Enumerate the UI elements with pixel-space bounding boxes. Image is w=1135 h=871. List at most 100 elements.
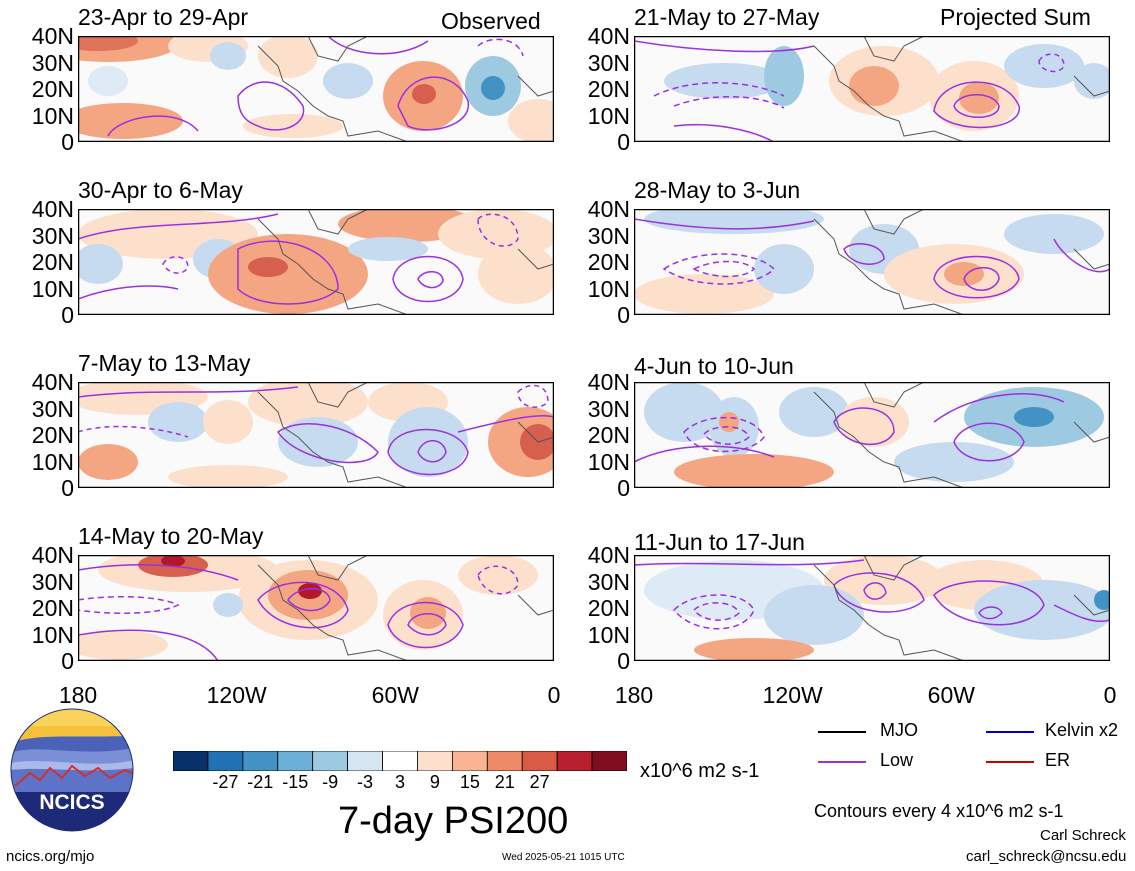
lat-label: 40N [31, 369, 74, 395]
colorbar-swatch [242, 751, 279, 771]
contour-note: Contours every 4 x10^6 m2 s-1 [814, 801, 1064, 821]
map-panel-6 [634, 382, 1110, 488]
panel-title: 23-Apr to 29-Apr [78, 4, 249, 30]
lat-label: 10N [31, 621, 74, 648]
colorbar-tick-label: 27 [529, 772, 550, 792]
panel-title: 7-May to 13-May [78, 350, 251, 376]
colorbar-swatch [382, 751, 418, 771]
lat-label: 20N [587, 249, 630, 275]
map-panel-7 [78, 555, 554, 661]
colorbar-swatch [207, 751, 244, 771]
panel-title: 21-May to 27-May [634, 4, 820, 30]
lat-label: 40N [587, 23, 630, 49]
lat-label: 40N [587, 542, 630, 568]
lon-label: 0 [1103, 682, 1117, 708]
colorbar-swatch [312, 751, 349, 771]
colorbar-tick-label: -3 [357, 772, 374, 792]
panel-title: 28-May to 3-Jun [634, 177, 801, 203]
panel-note-observed: Observed [441, 8, 541, 34]
lat-label: 40N [587, 196, 630, 222]
legend-label-mjo: MJO [880, 720, 918, 740]
legend-line-mjo [818, 731, 866, 733]
map-panel-8 [634, 555, 1110, 661]
lon-label: 120W [206, 682, 267, 708]
map-panel-3 [78, 209, 554, 315]
ncics-logo: NCICS [10, 708, 134, 832]
legend-label-kelvin: Kelvin x2 [1045, 720, 1119, 740]
lat-label: 40N [31, 542, 74, 568]
colorbar-swatch [486, 751, 523, 771]
lat-label: 0 [617, 475, 630, 501]
lat-label: 40N [587, 369, 630, 395]
lat-label: 0 [617, 648, 630, 674]
colorbar-tick-label: -27 [212, 772, 239, 792]
legend-label-er: ER [1045, 750, 1071, 770]
lat-label: 20N [587, 422, 630, 448]
lon-label: 180 [58, 682, 98, 708]
legend-line-kelvin [986, 731, 1034, 733]
lat-label: 30N [31, 49, 74, 76]
author-email: carl_schreck@ncsu.edu [966, 848, 1127, 865]
lon-label: 120W [762, 682, 823, 708]
lat-label: 20N [587, 76, 630, 102]
lat-label: 20N [31, 76, 74, 102]
lat-label: 0 [617, 129, 630, 155]
colorbar-swatch [277, 751, 314, 771]
lat-label: 0 [61, 475, 74, 501]
lat-label: 30N [31, 222, 74, 249]
lat-label: 20N [31, 595, 74, 621]
colorbar-swatch [347, 751, 383, 771]
lat-label: 30N [31, 568, 74, 595]
lon-label: 180 [614, 682, 654, 708]
legend-line-er [986, 761, 1034, 763]
lon-label: 60W [927, 682, 975, 708]
lat-label: 10N [31, 102, 74, 129]
author: Carl Schreck [1040, 827, 1126, 844]
lat-label: 30N [31, 395, 74, 422]
colorbar-swatch [556, 751, 593, 771]
colorbar-tick-label: 15 [459, 772, 480, 792]
site-link[interactable]: ncics.org/mjo [6, 848, 95, 865]
lat-label: 10N [587, 275, 630, 302]
colorbar-units: x10^6 m2 s-1 [640, 760, 760, 782]
colorbar-swatch [451, 751, 488, 771]
lon-label: 60W [371, 682, 419, 708]
lat-label: 0 [61, 129, 74, 155]
lat-label: 30N [587, 49, 630, 76]
lat-label: 10N [31, 275, 74, 302]
colorbar-tick-label: -21 [247, 772, 274, 792]
map-panel-5 [78, 382, 554, 488]
lat-label: 20N [31, 422, 74, 448]
lat-label: 20N [587, 595, 630, 621]
lat-label: 30N [587, 568, 630, 595]
lat-label: 10N [587, 621, 630, 648]
legend-line-low [818, 761, 866, 763]
colorbar-tick-label: -15 [282, 772, 309, 792]
colorbar-tick-label: 3 [394, 772, 405, 792]
colorbar-tick-label: -9 [322, 772, 339, 792]
colorbar [173, 751, 627, 771]
lat-label: 30N [587, 395, 630, 422]
panel-title: 14-May to 20-May [78, 523, 264, 549]
lat-label: 10N [31, 448, 74, 475]
colorbar-swatch [591, 751, 627, 771]
lat-label: 0 [617, 302, 630, 328]
chart-title: 7-day PSI200 [338, 800, 569, 842]
panel-title: 30-Apr to 6-May [78, 177, 243, 203]
lat-label: 10N [587, 102, 630, 129]
colorbar-swatch [173, 751, 209, 771]
map-panel-4 [634, 209, 1110, 315]
colorbar-swatch [417, 751, 453, 771]
lat-label: 10N [587, 448, 630, 475]
lat-label: 0 [61, 648, 74, 674]
lon-label: 0 [547, 682, 561, 708]
panel-note-projected: Projected Sum [940, 4, 1091, 30]
map-panel-1 [78, 36, 554, 142]
map-panel-2 [634, 36, 1110, 142]
colorbar-swatch [521, 751, 558, 771]
lat-label: 40N [31, 23, 74, 49]
panel-title: 4-Jun to 10-Jun [634, 353, 794, 379]
lat-label: 40N [31, 196, 74, 222]
timestamp: Wed 2025-05-21 1015 UTC [502, 852, 625, 863]
logo-text: NCICS [39, 791, 104, 814]
